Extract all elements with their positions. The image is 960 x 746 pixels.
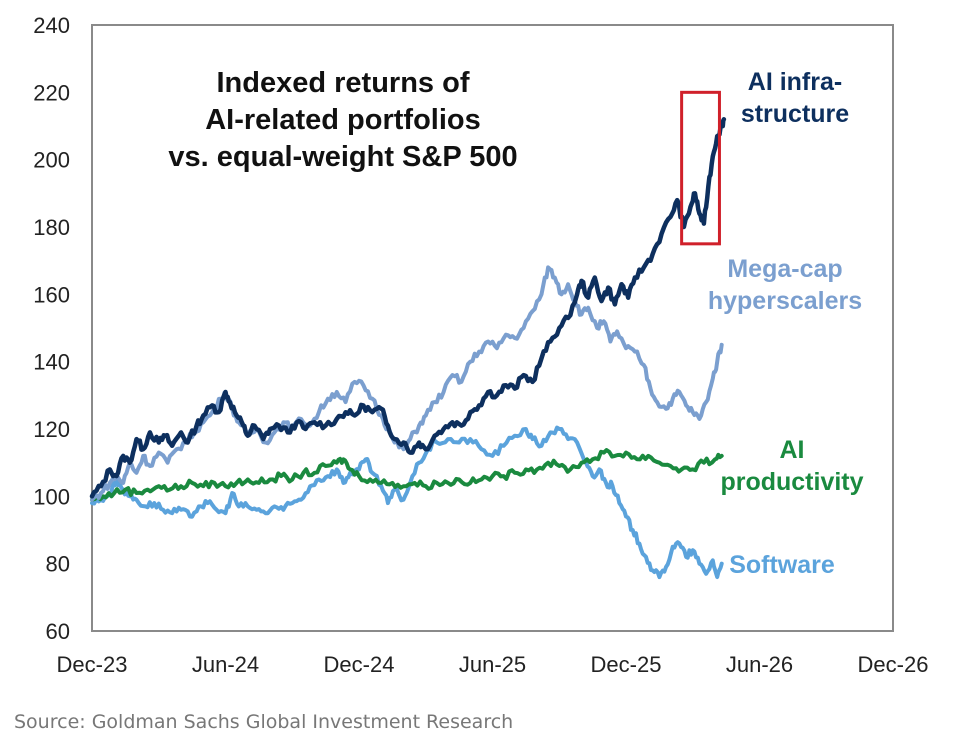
y-axis: 60 80 100 120 140 160 180 200 220 240 bbox=[33, 13, 70, 644]
y-tick-label: 240 bbox=[33, 13, 70, 38]
source-note: Source: Goldman Sachs Global Investment … bbox=[14, 711, 514, 733]
series-line-ai-infra-structure bbox=[89, 117, 727, 499]
label-ai-infrastructure-line-1: AI infra- bbox=[748, 68, 842, 96]
y-tick-label: 100 bbox=[33, 484, 70, 509]
y-tick-label: 200 bbox=[33, 148, 70, 173]
y-tick-label: 220 bbox=[33, 80, 70, 105]
chart-title-line-3: vs. equal-weight S&P 500 bbox=[168, 141, 517, 173]
series-lines bbox=[89, 117, 727, 580]
chart: 60 80 100 120 140 160 180 200 220 240 Dec-23 Jun-2… bbox=[33, 13, 929, 677]
chart-title-line-2: AI-related portfolios bbox=[205, 104, 481, 136]
x-tick-label: Jun-24 bbox=[192, 652, 259, 677]
label-ai-productivity-line-2: productivity bbox=[720, 468, 863, 496]
x-tick-label: Jun-26 bbox=[726, 652, 793, 677]
x-tick-label: Dec-24 bbox=[324, 652, 395, 677]
label-mega-cap-line-2: hyperscalers bbox=[708, 287, 862, 315]
x-tick-label: Dec-26 bbox=[858, 652, 929, 677]
y-tick-label: 160 bbox=[33, 282, 70, 307]
highlight-box bbox=[680, 90, 721, 246]
label-ai-productivity-line-1: AI bbox=[780, 436, 805, 464]
series-line-mega-cap-hyperscalers bbox=[90, 265, 724, 502]
y-tick-label: 180 bbox=[33, 215, 70, 240]
chart-title: Indexed returns of AI-related portfolios… bbox=[168, 67, 517, 173]
y-tick-label: 120 bbox=[33, 417, 70, 442]
plot-area bbox=[91, 24, 894, 632]
x-axis: Dec-23 Jun-24 Dec-24 Jun-25 Dec-25 Jun-26 Dec-… bbox=[57, 652, 929, 677]
label-ai-infrastructure-line-2: structure bbox=[741, 100, 849, 128]
y-tick-label: 80 bbox=[46, 552, 70, 577]
series-line-ai-productivity bbox=[90, 448, 724, 502]
x-tick-label: Dec-25 bbox=[591, 652, 662, 677]
label-software: Software bbox=[729, 551, 835, 579]
y-tick-label: 140 bbox=[33, 350, 70, 375]
x-tick-label: Jun-25 bbox=[459, 652, 526, 677]
x-tick-label: Dec-23 bbox=[57, 652, 128, 677]
y-tick-label: 60 bbox=[46, 619, 70, 644]
chart-title-line-1: Indexed returns of bbox=[217, 67, 470, 99]
series-labels: AI infra- structure Mega-cap hyperscaler… bbox=[708, 68, 864, 579]
label-mega-cap-line-1: Mega-cap bbox=[727, 255, 842, 283]
